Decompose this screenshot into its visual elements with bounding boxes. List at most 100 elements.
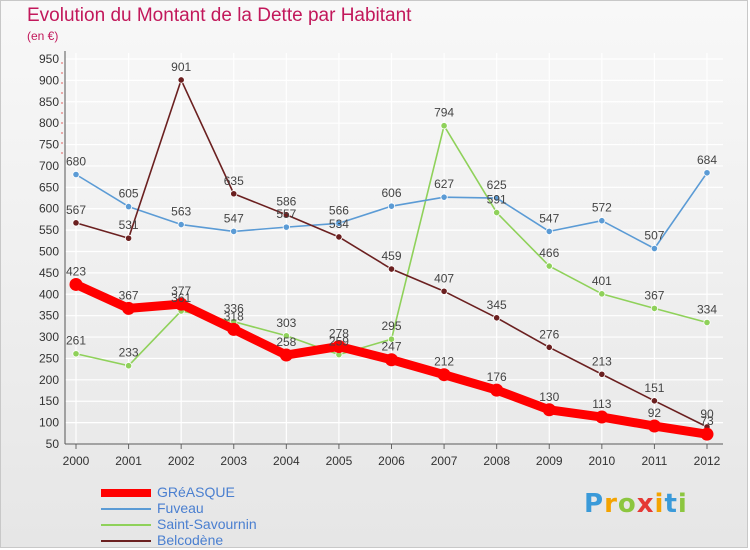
x-tick-label: 2007 (431, 454, 458, 468)
data-label: 73 (700, 414, 714, 428)
data-point (598, 290, 606, 298)
data-point (174, 297, 188, 311)
x-tick-label: 2009 (536, 454, 563, 468)
logo-letter: t (664, 489, 678, 519)
data-point (493, 208, 501, 217)
y-tick-label: 400 (39, 287, 59, 301)
data-point (595, 410, 609, 424)
x-tick-label: 2012 (694, 454, 721, 468)
data-point (230, 227, 238, 235)
x-tick-label: 2005 (326, 454, 353, 468)
data-point (332, 339, 346, 353)
data-point (650, 244, 659, 253)
data-point (650, 397, 659, 405)
data-label: 377 (171, 284, 191, 298)
legend-label: GRéASQUE (157, 484, 235, 500)
data-label: 130 (539, 390, 559, 404)
data-label: 336 (224, 302, 244, 316)
data-point (282, 211, 290, 219)
data-point (493, 314, 501, 322)
y-tick-label: 950 (39, 52, 59, 66)
data-point (227, 322, 241, 336)
y-axis-unit-label: (en €) (27, 29, 59, 43)
data-label: 531 (119, 218, 139, 232)
logo-letter: i (654, 489, 665, 519)
data-point (69, 277, 83, 291)
data-label: 113 (592, 397, 611, 411)
data-label: 566 (329, 203, 349, 217)
data-point (490, 383, 504, 397)
x-tick-label: 2002 (168, 454, 195, 468)
data-point (124, 362, 133, 370)
y-tick-label: 350 (39, 309, 59, 323)
data-point (545, 262, 553, 270)
y-tick-label: 200 (39, 373, 59, 387)
data-label: 606 (381, 186, 401, 200)
data-label: 261 (66, 334, 86, 348)
data-point (387, 335, 396, 343)
legend-swatch (101, 524, 151, 526)
data-label: 401 (592, 274, 612, 288)
y-tick-label: 150 (39, 394, 59, 408)
data-point (493, 194, 501, 202)
data-label: 247 (381, 340, 401, 354)
y-tick-label: 700 (39, 159, 59, 173)
data-point (335, 219, 343, 227)
data-point (124, 234, 133, 242)
y-tick-label: 550 (39, 223, 59, 237)
data-label: 557 (276, 207, 296, 221)
logo-letter: x (636, 489, 655, 519)
proxiti-logo: Proxiti (584, 489, 688, 519)
data-label: 213 (592, 354, 612, 368)
legend-label: Belcodène (157, 532, 224, 548)
y-tick-label: 500 (39, 245, 59, 259)
data-label: 423 (66, 264, 86, 278)
data-label: 567 (66, 203, 86, 217)
data-label: 563 (171, 205, 191, 219)
data-label: 586 (276, 195, 296, 209)
data-label: 367 (644, 288, 664, 302)
data-point (545, 227, 553, 235)
data-point (122, 301, 136, 315)
data-label-layer: 261 233 361 336 303 259 295 794 591 466 401 367 334 6… (66, 60, 717, 428)
data-label: 507 (644, 229, 664, 243)
legend-label: Saint-Savournin (157, 516, 257, 532)
x-tick-label: 2006 (378, 454, 405, 468)
data-point (647, 419, 661, 433)
data-point (440, 287, 448, 295)
data-point (282, 223, 290, 231)
data-point (387, 265, 396, 273)
data-label: 345 (487, 298, 507, 312)
data-point (650, 304, 659, 312)
y-tick-label: 800 (39, 116, 59, 130)
data-label: 295 (381, 319, 401, 333)
x-tick-label: 2004 (273, 454, 300, 468)
y-tick-label: 600 (39, 202, 59, 216)
x-tick-label: 2011 (642, 454, 668, 468)
y-tick-label: 750 (39, 138, 59, 152)
data-point (177, 220, 185, 229)
logo-letter: i (677, 489, 688, 519)
data-label: 794 (434, 106, 454, 120)
data-label: 233 (119, 346, 139, 360)
series-layer (69, 76, 714, 441)
legend-swatch (101, 540, 151, 542)
data-point (703, 318, 711, 327)
y-tick-label: 50 (46, 437, 60, 451)
data-point (542, 403, 556, 417)
logo-letter: P (584, 489, 605, 519)
data-point (385, 353, 398, 367)
data-label: 625 (487, 178, 507, 192)
logo-letter: r (604, 489, 618, 519)
y-tick-label: 100 (39, 416, 59, 430)
data-label: 459 (381, 249, 401, 263)
data-label: 547 (539, 211, 559, 225)
data-label: 635 (224, 174, 244, 188)
x-tick-label: 2010 (588, 454, 615, 468)
data-label: 407 (434, 271, 454, 285)
legend-label: Fuveau (157, 500, 204, 516)
data-label: 591 (487, 193, 507, 207)
data-point (598, 217, 606, 225)
data-label: 303 (276, 316, 296, 330)
